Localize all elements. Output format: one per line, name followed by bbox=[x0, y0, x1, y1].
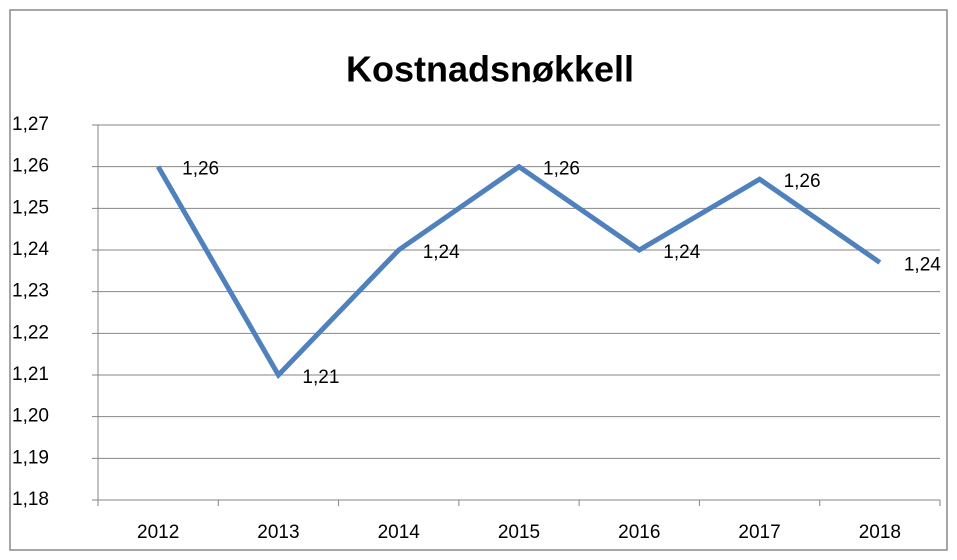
y-tick-label: 1,18 bbox=[12, 489, 49, 510]
x-tick-label: 2016 bbox=[618, 522, 660, 543]
x-tick-label: 2012 bbox=[137, 522, 179, 543]
x-tick-label: 2018 bbox=[859, 522, 901, 543]
y-tick-label: 1,20 bbox=[12, 406, 49, 427]
y-tick-label: 1,21 bbox=[12, 364, 49, 385]
data-label: 1,24 bbox=[904, 255, 941, 276]
data-label: 1,21 bbox=[302, 367, 339, 388]
x-tick-label: 2017 bbox=[738, 522, 780, 543]
y-tick-label: 1,23 bbox=[12, 281, 49, 302]
x-tick-label: 2015 bbox=[498, 522, 540, 543]
x-tick-label: 2014 bbox=[378, 522, 421, 543]
chart-title: Kostnadsnøkkell bbox=[346, 49, 634, 90]
data-label: 1,26 bbox=[784, 171, 821, 192]
y-tick-label: 1,24 bbox=[12, 239, 49, 260]
y-tick-label: 1,22 bbox=[12, 322, 49, 343]
y-tick-label: 1,25 bbox=[12, 197, 49, 218]
y-tick-label: 1,26 bbox=[12, 156, 49, 177]
data-label: 1,26 bbox=[543, 159, 580, 180]
y-tick-label: 1,27 bbox=[12, 114, 49, 135]
data-label: 1,26 bbox=[182, 159, 219, 180]
data-label: 1,24 bbox=[423, 242, 460, 263]
x-tick-label: 2013 bbox=[257, 522, 299, 543]
line bbox=[155, 163, 882, 380]
data-label: 1,24 bbox=[663, 242, 700, 263]
chart-frame bbox=[9, 9, 948, 551]
y-tick-label: 1,19 bbox=[12, 447, 49, 468]
